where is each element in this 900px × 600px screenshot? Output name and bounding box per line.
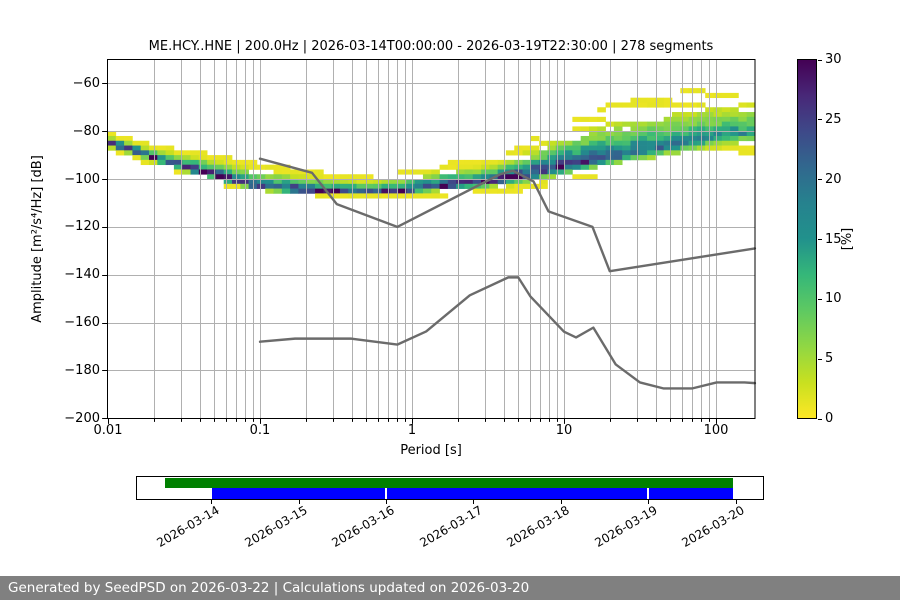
colorbar xyxy=(797,59,817,419)
x-axis-label: Period [s] xyxy=(400,443,462,458)
colorbar-tick-label: 10 xyxy=(825,291,842,307)
x-tick-label: 0.01 xyxy=(93,423,123,438)
colorbar-tick xyxy=(818,59,822,61)
y-tick-label: −140 xyxy=(64,267,100,283)
plot-title: ME.HCY..HNE | 200.0Hz | 2026-03-14T00:00… xyxy=(148,39,714,54)
colorbar-tick-label: 5 xyxy=(825,351,834,367)
y-tick-label: −60 xyxy=(72,75,100,91)
footer-bar: Generated by SeedPSD on 2026-03-22 | Cal… xyxy=(0,576,900,600)
colorbar-tick xyxy=(818,358,822,360)
x-tick-label: 10 xyxy=(555,423,573,438)
timeline-tick xyxy=(211,500,213,504)
colorbar-tick xyxy=(818,239,822,240)
colorbar-tick-label: 30 xyxy=(825,52,842,67)
timeline-blue-bar xyxy=(648,488,734,499)
colorbar-tick-label: 15 xyxy=(825,231,842,247)
colorbar-tick xyxy=(818,418,822,420)
y-tick-label: −120 xyxy=(64,219,100,235)
timeline-green-bar xyxy=(165,477,734,489)
timeline-tick xyxy=(648,500,650,504)
y-tick-label: −100 xyxy=(64,171,100,187)
timeline-tick xyxy=(473,500,475,504)
timeline-tick xyxy=(386,500,387,504)
y-tick-label: −80 xyxy=(72,123,100,139)
colorbar-tick-label: 0 xyxy=(825,411,834,426)
colorbar-tick-label: 20 xyxy=(825,171,842,187)
x-tick-label: 0.1 xyxy=(249,423,271,438)
timeline-tick xyxy=(735,500,737,504)
timeline-blue-bar xyxy=(387,488,647,499)
timeline-box xyxy=(136,476,764,500)
timeline-tick xyxy=(298,500,300,504)
x-tick-label: 100 xyxy=(703,423,729,438)
y-tick-label: −160 xyxy=(64,315,100,331)
timeline-tick xyxy=(560,500,562,504)
x-tick-label: 1 xyxy=(407,423,417,438)
y-tick-label: −200 xyxy=(64,410,100,426)
colorbar-tick-label: 25 xyxy=(825,111,842,127)
colorbar-tick xyxy=(818,179,822,181)
colorbar-tick xyxy=(818,119,822,121)
colorbar-tick xyxy=(818,298,822,300)
timeline-blue-bar xyxy=(211,488,386,499)
footer-text: Generated by SeedPSD on 2026-03-22 | Cal… xyxy=(8,580,530,596)
y-tick-label: −180 xyxy=(64,362,100,378)
